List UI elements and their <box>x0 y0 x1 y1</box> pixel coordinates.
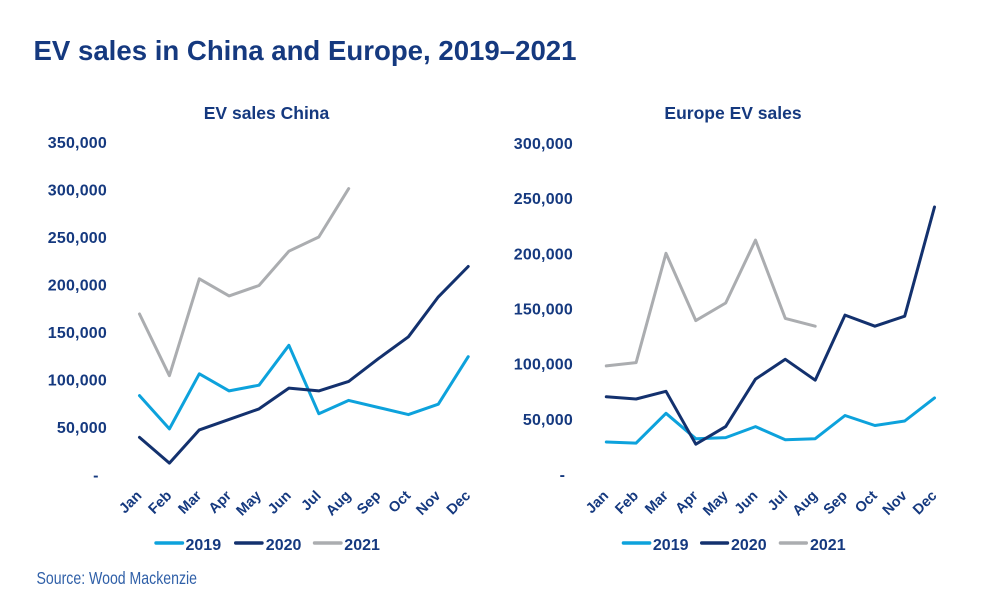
svg-text:Jul: Jul <box>765 488 791 514</box>
svg-text:Feb: Feb <box>612 488 642 518</box>
svg-text:Jun: Jun <box>265 488 295 518</box>
svg-text:2019: 2019 <box>653 537 689 554</box>
svg-text:Mar: Mar <box>642 488 672 518</box>
svg-text:200,000: 200,000 <box>514 246 573 263</box>
svg-text:Nov: Nov <box>880 488 911 519</box>
svg-text:Europe EV sales: Europe EV sales <box>664 103 801 123</box>
svg-text:50,000: 50,000 <box>57 420 107 437</box>
svg-text:2021: 2021 <box>344 537 380 554</box>
svg-text:Jul: Jul <box>298 488 324 514</box>
svg-text:Aug: Aug <box>790 488 821 519</box>
svg-text:300,000: 300,000 <box>48 183 107 200</box>
svg-text:Feb: Feb <box>146 488 176 518</box>
svg-text:2020: 2020 <box>731 537 767 554</box>
svg-text:Aug: Aug <box>323 488 354 519</box>
svg-text:2021: 2021 <box>810 537 846 554</box>
svg-text:Mar: Mar <box>176 488 206 518</box>
svg-text:-: - <box>560 467 565 484</box>
svg-text:150,000: 150,000 <box>514 302 573 319</box>
svg-text:Jun: Jun <box>732 488 762 518</box>
svg-text:100,000: 100,000 <box>514 357 573 374</box>
svg-text:Apr: Apr <box>673 488 702 517</box>
svg-text:Sep: Sep <box>354 488 384 518</box>
svg-text:May: May <box>234 488 265 519</box>
svg-text:250,000: 250,000 <box>48 230 107 247</box>
svg-text:300,000: 300,000 <box>514 136 573 153</box>
svg-text:Dec: Dec <box>444 488 474 518</box>
svg-text:100,000: 100,000 <box>48 373 107 390</box>
svg-text:350,000: 350,000 <box>48 135 107 152</box>
svg-text:2019: 2019 <box>186 537 222 554</box>
svg-text:Jan: Jan <box>116 488 145 517</box>
svg-text:Jan: Jan <box>583 488 612 517</box>
svg-text:Source: Wood Mackenzie: Source: Wood Mackenzie <box>37 568 198 588</box>
svg-text:EV sales China: EV sales China <box>204 103 330 123</box>
svg-text:May: May <box>700 488 731 519</box>
svg-text:Oct: Oct <box>852 488 881 517</box>
svg-text:EV sales in China and Europe,: EV sales in China and Europe, 2019–2021 <box>34 35 577 66</box>
svg-text:50,000: 50,000 <box>523 412 573 429</box>
svg-text:2020: 2020 <box>266 537 302 554</box>
svg-text:Apr: Apr <box>206 488 235 517</box>
svg-text:Oct: Oct <box>386 488 415 517</box>
svg-text:150,000: 150,000 <box>48 325 107 342</box>
svg-text:Dec: Dec <box>910 488 940 518</box>
svg-text:200,000: 200,000 <box>48 278 107 295</box>
svg-text:-: - <box>93 468 98 485</box>
svg-text:Sep: Sep <box>821 488 851 518</box>
svg-text:Nov: Nov <box>413 488 444 519</box>
svg-text:250,000: 250,000 <box>514 191 573 208</box>
